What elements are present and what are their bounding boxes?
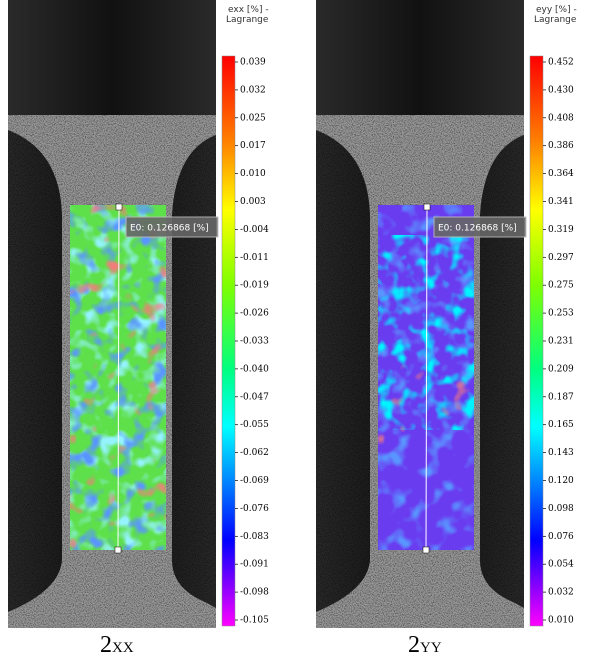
extensometer-point <box>422 546 430 554</box>
colorbar-label: 0.143 <box>548 448 574 458</box>
colorbar-label: 0.076 <box>548 532 574 542</box>
colorbar-label: 0.003 <box>240 197 266 207</box>
colorbar-label: -0.040 <box>240 364 269 374</box>
colorbar-label: -0.076 <box>240 504 269 514</box>
colorbar-label: 0.319 <box>548 225 574 235</box>
colorbar-label: 0.341 <box>548 197 574 207</box>
caption-main: 2 <box>100 632 112 658</box>
colorbar-label: -0.062 <box>240 448 269 458</box>
colorbar-title: Lagrange <box>534 15 577 25</box>
colorbar-label: 0.231 <box>548 337 574 347</box>
colorbar <box>221 55 236 627</box>
caption: 2YY <box>408 632 442 658</box>
caption-main: 2 <box>408 632 420 658</box>
colorbar-label: 0.408 <box>548 113 574 123</box>
panel: E0: 0.126868 [%] exx [%] -Lagrange 0.039 0.… <box>8 0 269 658</box>
extensometer-line <box>117 206 120 551</box>
colorbar-label: -0.055 <box>240 420 269 430</box>
colorbar-label: 0.098 <box>548 504 574 514</box>
colorbar-label: 0.253 <box>548 309 574 319</box>
colorbar-label: -0.105 <box>240 616 269 626</box>
colorbar-title: exx [%] - <box>228 5 269 15</box>
extensometer-point <box>423 203 431 211</box>
colorbar-label: 0.017 <box>240 141 266 151</box>
colorbar-label: 0.364 <box>548 169 574 179</box>
colorbar <box>529 55 544 627</box>
panel: E0: 0.126868 [%] eyy [%] -Lagrange 0.452 0.… <box>316 0 577 658</box>
annotation-box <box>433 216 527 238</box>
colorbar-label: 0.430 <box>548 85 574 95</box>
colorbar-label: 0.165 <box>548 420 574 430</box>
extensometer-point <box>115 203 123 211</box>
colorbar-label: -0.026 <box>240 309 269 319</box>
caption-sub: XX <box>112 640 134 656</box>
colorbar-label: -0.069 <box>240 476 269 486</box>
annotation-box <box>125 216 219 238</box>
colorbar-label: 0.032 <box>240 85 266 95</box>
colorbar-label: -0.019 <box>240 281 269 291</box>
colorbar-label: 0.120 <box>548 476 574 486</box>
colorbar-title: eyy [%] - <box>536 5 577 15</box>
colorbar-label: 0.452 <box>548 58 574 68</box>
colorbar-label: 0.187 <box>548 392 574 402</box>
colorbar-label: 0.386 <box>548 141 574 151</box>
caption: 2XX <box>100 632 134 658</box>
colorbar-label: 0.010 <box>240 169 266 179</box>
extensometer-line <box>425 206 428 551</box>
colorbar-label: 0.209 <box>548 364 574 374</box>
colorbar-label: -0.004 <box>240 225 269 235</box>
colorbar-label: 0.275 <box>548 281 574 291</box>
colorbar-label: -0.098 <box>240 588 269 598</box>
colorbar-label: 0.010 <box>548 616 574 626</box>
colorbar-label: -0.011 <box>240 253 269 263</box>
colorbar-label: -0.047 <box>240 392 269 402</box>
colorbar-label: 0.032 <box>548 588 574 598</box>
extensometer-point <box>114 546 122 554</box>
colorbar-label: 0.297 <box>548 253 574 263</box>
annotation: E0: 0.126868 [%] <box>438 224 517 234</box>
colorbar-label: -0.033 <box>240 337 269 347</box>
caption-sub: YY <box>420 640 442 656</box>
colorbar-label: 0.025 <box>240 113 266 123</box>
colorbar-title: Lagrange <box>226 15 269 25</box>
colorbar-label: -0.091 <box>240 560 269 570</box>
colorbar-label: 0.039 <box>240 58 266 68</box>
colorbar-label: -0.083 <box>240 532 269 542</box>
annotation: E0: 0.126868 [%] <box>130 224 209 234</box>
colorbar-label: 0.054 <box>548 560 574 570</box>
